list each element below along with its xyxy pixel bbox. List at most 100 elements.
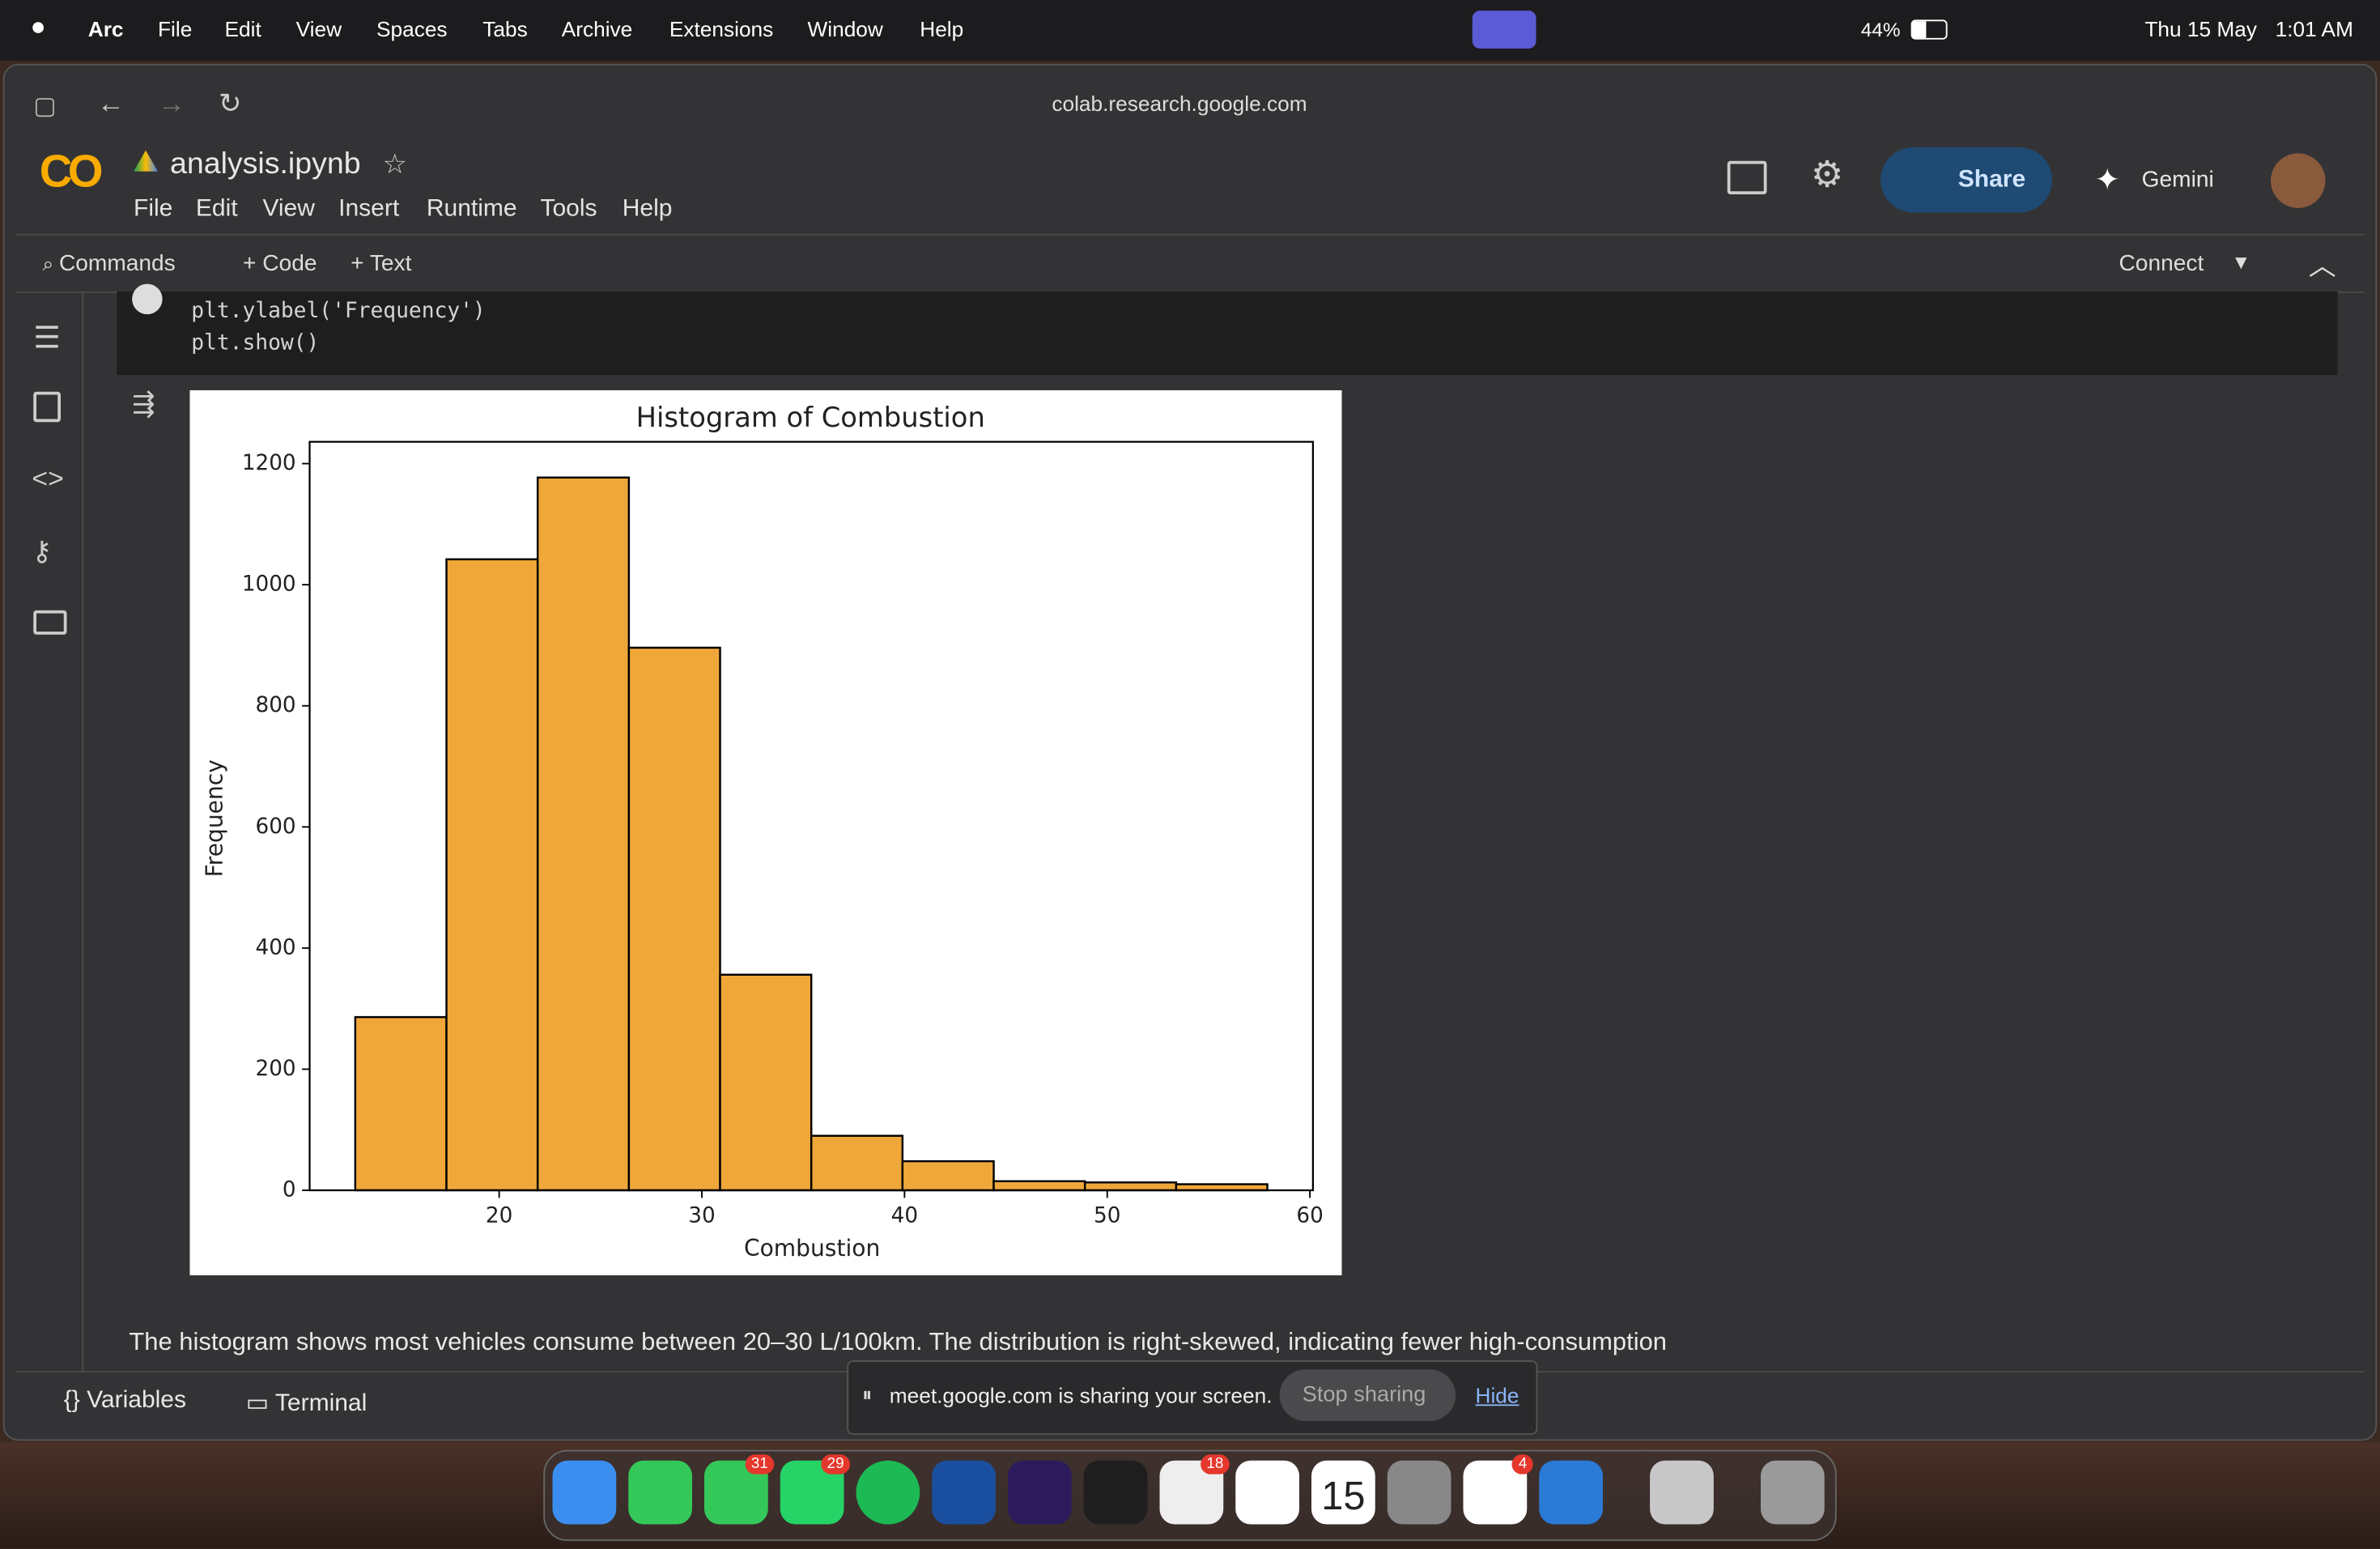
url[interactable]: colab.research.google.com [1052, 91, 1307, 116]
share-message: meet.google.com is sharing your screen. [889, 1383, 1273, 1408]
collapse-button[interactable]: ︿ [2308, 250, 2336, 281]
badge: 18 [1200, 1454, 1230, 1475]
colab-menu-item[interactable]: File [134, 195, 173, 222]
calendar-icon[interactable]: 15 [1311, 1460, 1375, 1525]
x-axis-label: Combustion [744, 1235, 880, 1262]
apple-icon[interactable]: ● [30, 12, 46, 41]
app-icon[interactable] [932, 1460, 996, 1525]
app-icon[interactable]: 18 [1159, 1454, 1230, 1525]
sidebar-border [82, 292, 84, 1372]
terminal-label[interactable]: Terminal [274, 1390, 368, 1417]
messages-icon[interactable]: 31 [704, 1454, 775, 1525]
y-axis-label: Frequency [201, 760, 227, 877]
figma-icon[interactable] [1083, 1460, 1148, 1525]
star-icon[interactable]: ☆ [382, 148, 407, 180]
stop-sharing-button[interactable] [1279, 1369, 1456, 1421]
y-tick-label: 0 [283, 1178, 296, 1202]
output-toggle[interactable]: ⇶ [132, 389, 155, 419]
menu-item[interactable]: Edit [224, 16, 261, 41]
avatar[interactable] [2271, 153, 2326, 208]
menu-item[interactable]: Tabs [482, 16, 528, 41]
app-name[interactable]: Arc [87, 16, 124, 41]
histogram-bar [810, 1134, 904, 1192]
variables-button[interactable]: {} Variables [63, 1387, 186, 1414]
notion-icon[interactable] [1235, 1460, 1299, 1525]
menu-item[interactable]: File [158, 16, 193, 41]
histogram-bar [719, 973, 813, 1192]
back-button[interactable]: ← [97, 87, 125, 119]
menu-item[interactable]: Archive [561, 16, 633, 41]
forward-button[interactable]: → [158, 87, 185, 119]
find-icon[interactable] [33, 391, 61, 423]
code-line: plt.show() [191, 330, 320, 355]
terminal-button[interactable]: ▭ Terminal [245, 1390, 368, 1417]
colab-logo[interactable]: CO [39, 147, 104, 198]
menu-item[interactable]: View [295, 16, 342, 41]
status-icon[interactable] [1472, 11, 1536, 49]
notebook-title[interactable]: analysis.ipynb [170, 147, 361, 181]
whatsapp-icon[interactable]: 29 [780, 1454, 850, 1525]
sidebar-toggle[interactable]: ▢ [33, 94, 57, 121]
share-button[interactable] [1881, 147, 2052, 213]
files-icon[interactable] [33, 610, 67, 635]
code-snippets-icon[interactable]: <> [32, 462, 64, 494]
variables-label[interactable]: Variables [87, 1387, 186, 1414]
launchpad-icon[interactable] [1387, 1460, 1451, 1525]
histogram-bar [901, 1160, 995, 1192]
colab-menu-item[interactable]: Help [622, 195, 673, 222]
y-tick-label: 400 [256, 935, 296, 960]
commands-button[interactable]: ⌕ Commands [42, 250, 176, 277]
y-tick-label: 200 [256, 1057, 296, 1081]
chart-title: Histogram of Combustion [636, 402, 985, 433]
comments-icon[interactable] [1727, 160, 1767, 194]
divider [15, 233, 2365, 236]
menu-item[interactable]: Window [807, 16, 883, 41]
reload-button[interactable]: ↻ [219, 87, 242, 119]
spotify-icon[interactable] [856, 1460, 920, 1525]
colab-menu-item[interactable]: Runtime [426, 195, 517, 222]
app-icon[interactable] [1008, 1460, 1072, 1525]
x-tick-label: 40 [891, 1203, 918, 1228]
facetime-icon[interactable] [628, 1460, 692, 1525]
colab-menu-item[interactable]: Edit [195, 195, 238, 222]
settings-icon[interactable]: ⚙ [1810, 155, 1844, 196]
connect-dropdown[interactable]: ▼ [2231, 250, 2251, 274]
date: Thu 15 May [2144, 16, 2258, 41]
secrets-icon[interactable]: ⚷ [32, 535, 53, 567]
slack-icon[interactable]: 4 [1463, 1454, 1533, 1525]
run-button[interactable] [132, 283, 163, 315]
colab-menu-item[interactable]: View [262, 195, 315, 222]
gemini-label[interactable]: Gemini [2141, 167, 2214, 194]
share-label[interactable]: Share [1957, 167, 2026, 194]
trash-icon[interactable] [1761, 1460, 1825, 1525]
menu-item[interactable]: Help [920, 16, 964, 41]
colab-menu-item[interactable]: Insert [338, 195, 400, 222]
hide-link[interactable]: Hide [1475, 1383, 1519, 1408]
menu-item[interactable]: Spaces [376, 16, 448, 41]
battery-icon[interactable] [1910, 19, 1948, 40]
badge: 31 [745, 1454, 775, 1475]
stop-sharing-label[interactable]: Stop sharing [1302, 1383, 1426, 1408]
x-tick-label: 60 [1296, 1203, 1323, 1228]
x-tick-label: 20 [486, 1203, 512, 1228]
toc-icon[interactable]: ☰ [33, 321, 61, 355]
y-tick-label: 1200 [242, 451, 296, 475]
y-tick-label: 600 [256, 815, 296, 839]
vscode-icon[interactable] [1539, 1460, 1603, 1525]
axes-frame [308, 440, 1314, 1192]
gemini-icon[interactable]: ✦ [2094, 164, 2120, 198]
add-text-button[interactable]: + Text [351, 250, 412, 277]
pause-icon[interactable]: ⏸ [862, 1383, 873, 1406]
y-tick-label: 1000 [242, 572, 296, 597]
y-tick-label: 800 [256, 693, 296, 717]
colab-menu-item[interactable]: Tools [540, 195, 597, 222]
commands-label[interactable]: Commands [58, 250, 176, 277]
badge: 4 [1512, 1454, 1533, 1475]
add-code-button[interactable]: + Code [243, 250, 317, 277]
menu-item[interactable]: Extensions [669, 16, 774, 41]
connect-button[interactable]: Connect [2119, 250, 2204, 277]
finder-icon[interactable] [552, 1460, 617, 1525]
battery-percent: 44% [1860, 18, 1901, 41]
app-icon[interactable] [1650, 1460, 1714, 1525]
code-cell[interactable] [117, 292, 2338, 376]
